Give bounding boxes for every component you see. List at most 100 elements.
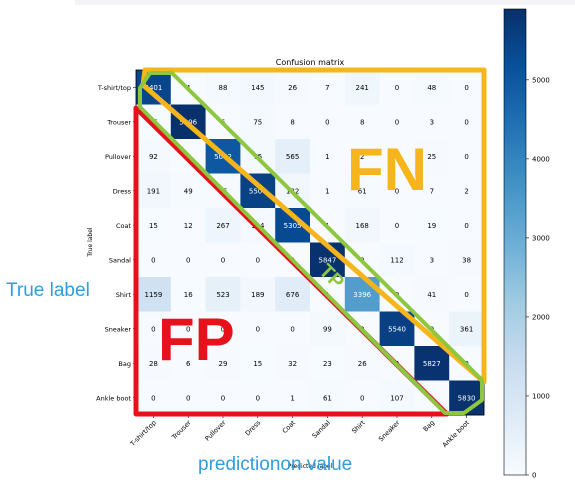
cell-value-label: 5830 bbox=[458, 394, 476, 402]
matrix-cell bbox=[240, 173, 276, 209]
cell-value-label: 107 bbox=[390, 394, 403, 402]
matrix-cell bbox=[344, 104, 380, 140]
colorbar-tick-label: 1000 bbox=[532, 392, 550, 400]
cell-value-label: 0 bbox=[221, 256, 225, 264]
colorbar-tick-label: 3000 bbox=[532, 234, 550, 242]
cell-value-label: 8 bbox=[360, 118, 364, 126]
cell-value-label: 0 bbox=[151, 325, 155, 333]
matrix-cell bbox=[379, 242, 415, 278]
cell-value-label: 0 bbox=[256, 256, 260, 264]
fn-region-outline bbox=[140, 67, 487, 385]
matrix-cell bbox=[414, 104, 450, 140]
colorbar-ticks: 0 1000 2000 3000 4000 5000 bbox=[526, 76, 550, 480]
cell-value-label: 3396 bbox=[353, 291, 371, 299]
cell-value-label: 16 bbox=[184, 291, 193, 299]
x-axis-label: Predicted label bbox=[288, 463, 333, 470]
y-tick-label: Dress bbox=[113, 187, 132, 195]
cell-value-label: 61 bbox=[358, 187, 367, 195]
matrix-cell bbox=[344, 139, 380, 174]
matrix-cell bbox=[379, 139, 415, 174]
y-tick-label: T-shirt/top bbox=[97, 84, 131, 92]
matrix-cell bbox=[136, 346, 172, 381]
cell-value-label: 92 bbox=[149, 153, 158, 161]
cell-value-label: 29 bbox=[219, 360, 228, 368]
matrix-cell bbox=[136, 311, 172, 347]
cell-value-label: 0 bbox=[395, 222, 399, 230]
cell-value-label: 0 bbox=[256, 394, 260, 402]
matrix-cell bbox=[136, 208, 172, 243]
cell-value-label: 32 bbox=[288, 360, 297, 368]
cell-value-label: 0 bbox=[186, 394, 190, 402]
cell-value-label: 19 bbox=[427, 222, 436, 230]
cell-value-label: 0 bbox=[395, 118, 399, 126]
cell-value-label: 0 bbox=[151, 394, 155, 402]
cell-value-label: 2 bbox=[360, 153, 364, 161]
fp-label: FP bbox=[158, 306, 235, 373]
matrix-cell bbox=[310, 173, 346, 209]
matrix-cell bbox=[240, 311, 276, 347]
cell-value-label: 267 bbox=[216, 222, 229, 230]
matrix-cell bbox=[136, 242, 172, 278]
cell-value-label: 0 bbox=[186, 256, 190, 264]
matrix-cell bbox=[344, 346, 380, 381]
matrix-cell bbox=[379, 173, 415, 209]
cell-value-label: 565 bbox=[286, 153, 299, 161]
matrix-cell bbox=[136, 380, 172, 416]
cell-value-label: 12 bbox=[184, 222, 193, 230]
cell-value-label: 6 bbox=[186, 360, 191, 368]
matrix-cell bbox=[449, 242, 485, 278]
y-tick-label: Pullover bbox=[105, 153, 131, 161]
cell-value-label: 1 bbox=[290, 394, 294, 402]
cell-value-label: 3 bbox=[430, 118, 434, 126]
cell-value-label: 0 bbox=[395, 187, 399, 195]
cell-value-label: 26 bbox=[358, 360, 367, 368]
colorbar-tick-label: 4000 bbox=[532, 155, 550, 163]
matrix-cell bbox=[275, 104, 311, 140]
cell-value-label: 1 bbox=[325, 187, 329, 195]
matrix-cell bbox=[414, 139, 450, 174]
cell-value-label: 0 bbox=[360, 394, 364, 402]
matrix-cell bbox=[379, 208, 415, 243]
y-tick-label: Coat bbox=[116, 222, 131, 230]
matrix-cell bbox=[275, 70, 311, 105]
cell-value-label: 3 bbox=[430, 256, 434, 264]
y-tick-label: Sandal bbox=[109, 256, 131, 264]
matrix-cell bbox=[310, 311, 346, 347]
cell-value-label: 5504 bbox=[249, 187, 267, 195]
matrix-cell bbox=[344, 173, 380, 209]
matrix-cell bbox=[136, 277, 172, 312]
cell-value-label: 0 bbox=[464, 291, 468, 299]
fn-label: FN bbox=[347, 136, 427, 203]
matrix-cell bbox=[310, 380, 346, 416]
matrix-cell bbox=[310, 104, 346, 140]
matrix-cell bbox=[344, 277, 380, 312]
cell-value-label: 0 bbox=[151, 256, 155, 264]
matrix-cell bbox=[205, 346, 241, 381]
matrix-cell bbox=[310, 139, 346, 174]
matrix-cell bbox=[449, 208, 485, 243]
tp-diagonal-outline bbox=[138, 71, 484, 415]
cell-value-label: 5540 bbox=[388, 325, 406, 333]
y-tick-label: Trouser bbox=[106, 118, 131, 126]
matrix-cell bbox=[240, 242, 276, 278]
colorbar-tick-label: 2000 bbox=[532, 313, 550, 321]
matrix-cell bbox=[205, 242, 241, 278]
matrix-cell bbox=[379, 104, 415, 140]
cell-value-label: 75 bbox=[253, 118, 262, 126]
y-tick-label: Sneaker bbox=[105, 325, 132, 333]
matrix-cell bbox=[414, 70, 450, 105]
matrix-cell bbox=[449, 277, 485, 312]
colorbar-tick-label: 5000 bbox=[532, 76, 550, 84]
matrix-cell bbox=[136, 173, 172, 209]
matrix-cell bbox=[344, 70, 380, 105]
matrix-cell bbox=[275, 380, 311, 416]
cell-value-label: 0 bbox=[256, 325, 260, 333]
cell-value-label: 0 bbox=[395, 153, 399, 161]
cell-value-label: 0 bbox=[464, 84, 468, 92]
matrix-cell bbox=[449, 139, 485, 174]
matrix-cell bbox=[379, 380, 415, 416]
cell-value-label: 523 bbox=[216, 291, 229, 299]
cell-value-label: 25 bbox=[427, 153, 436, 161]
cell-value-label: 1 bbox=[325, 153, 329, 161]
